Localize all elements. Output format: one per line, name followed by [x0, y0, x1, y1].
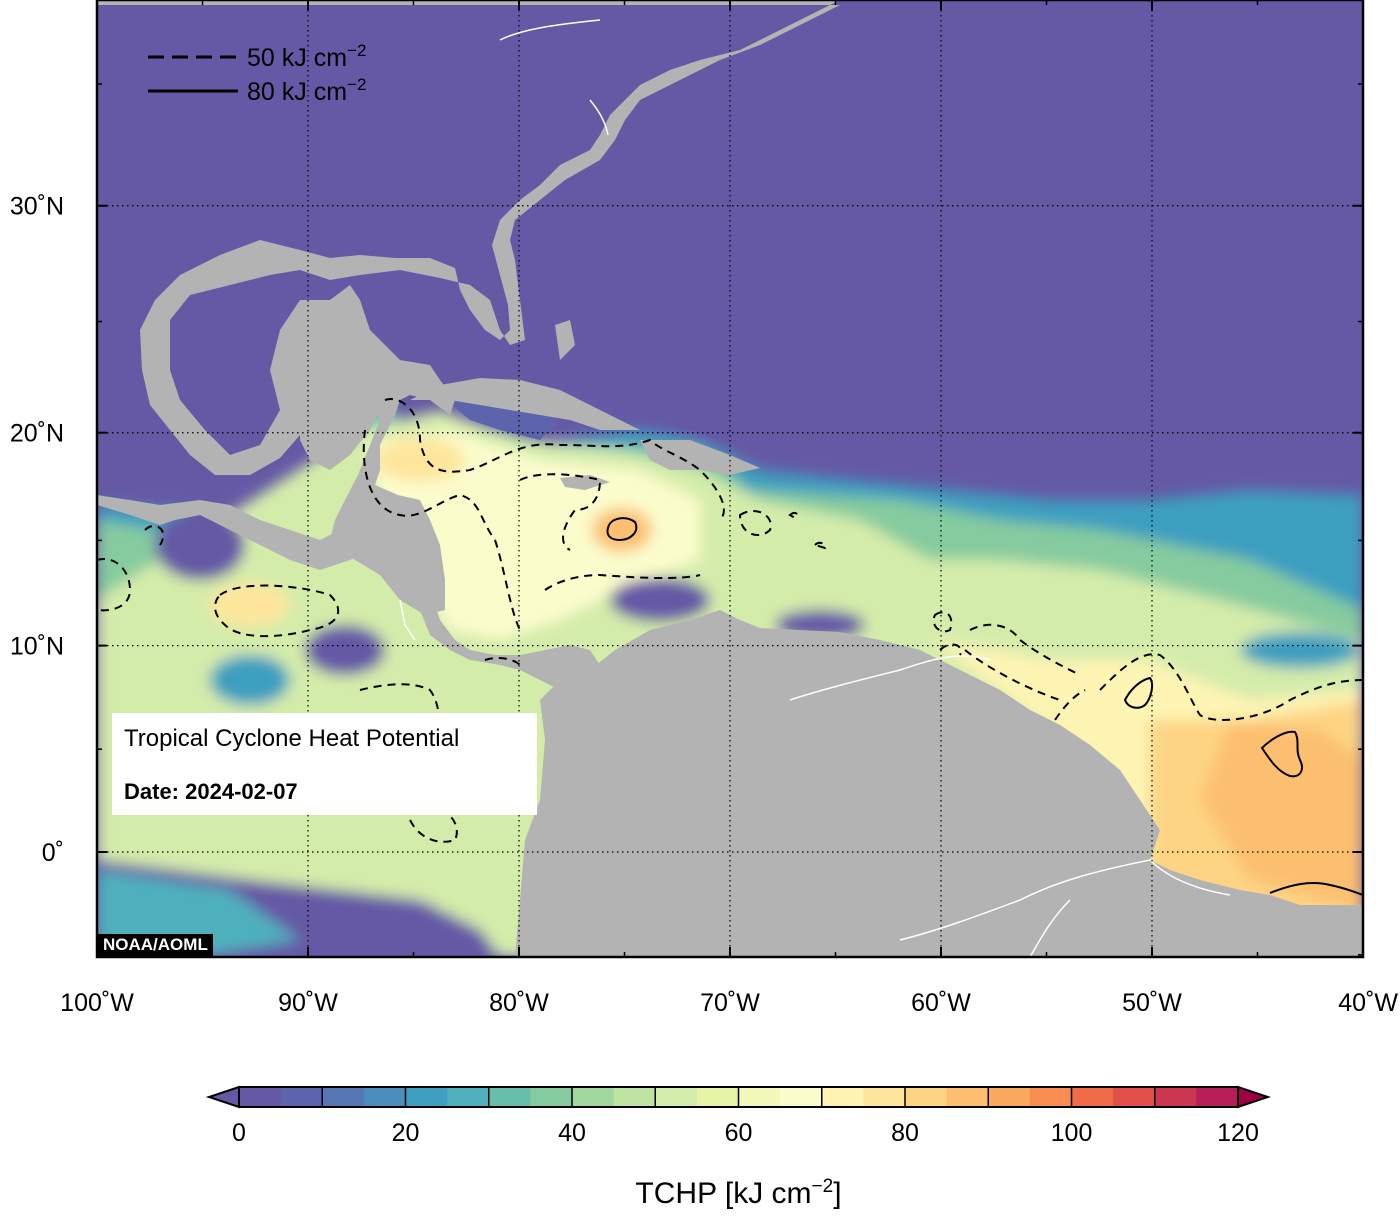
- colorbar-segment: [530, 1087, 573, 1107]
- colorbar-tick-label: 0: [232, 1119, 246, 1147]
- colorbar-segment: [988, 1087, 1031, 1107]
- colorbar-segment: [655, 1087, 698, 1107]
- colorbar-over-arrow: [1237, 1085, 1272, 1109]
- contour-80: [606, 517, 1363, 896]
- colorbar-segment: [363, 1087, 407, 1107]
- colorbar-tick-label: 40: [558, 1119, 586, 1147]
- legend-label-50: 50 kJ cm−2: [247, 41, 366, 72]
- colorbar-segment: [738, 1087, 781, 1107]
- colorbar-segment: [1154, 1087, 1197, 1107]
- axis-ticks: 40˚N30˚N20˚N10˚N0˚100˚W90˚W80˚W70˚W60˚W5…: [10, 0, 1398, 1017]
- colorbar-segment: [322, 1087, 365, 1107]
- tchp-contours: [97, 398, 1363, 896]
- lon-tick-label: 80˚W: [489, 989, 549, 1017]
- lon-tick-label: 50˚W: [1122, 989, 1182, 1017]
- colorbar-tick-label: 100: [1051, 1119, 1093, 1147]
- colorbar-segment: [572, 1087, 615, 1107]
- colorbar-title: TCHP [kJ cm−2]: [0, 1176, 1400, 1211]
- lat-tick-label: 30˚N: [10, 193, 64, 221]
- credit-badge: NOAA/AOML: [98, 934, 213, 956]
- lat-tick-label: 10˚N: [10, 633, 64, 661]
- lon-tick-label: 100˚W: [60, 989, 134, 1017]
- colorbar-tick-label: 120: [1217, 1119, 1259, 1147]
- land: [97, 0, 1363, 957]
- colorbar-title-end: ]: [833, 1177, 842, 1210]
- colorbar-title-sup: −2: [811, 1176, 834, 1197]
- colorbar-segment: [1029, 1087, 1073, 1107]
- colorbar-segment: [946, 1087, 989, 1107]
- colorbar-tick-label: 20: [392, 1119, 420, 1147]
- cuba-land: [410, 378, 640, 430]
- lon-tick-label: 40˚W: [1338, 989, 1398, 1017]
- lon-tick-label: 60˚W: [911, 989, 971, 1017]
- gridlines: [97, 0, 1363, 957]
- map-area: [97, 0, 1363, 957]
- jamaica-land: [560, 475, 610, 490]
- rivers-lakes: [399, 19, 1231, 957]
- lon-tick-label: 70˚W: [700, 989, 760, 1017]
- colorbar-segment: [905, 1087, 948, 1107]
- contour-legend: 50 kJ cm−2 80 kJ cm−2: [148, 41, 366, 106]
- map-title: Tropical Cyclone Heat Potential: [124, 725, 460, 752]
- lat-tick-label: 0˚: [42, 839, 64, 867]
- colorbar-segment: [239, 1087, 282, 1107]
- colorbar-segment: [1113, 1087, 1156, 1107]
- colorbar: 0 20 40 60 80 100 120: [205, 1085, 1272, 1147]
- colorbar-title-text: TCHP [kJ cm: [635, 1177, 812, 1210]
- colorbar-segment: [1196, 1087, 1239, 1107]
- colorbar-segment: [821, 1087, 864, 1107]
- colorbar-segment: [405, 1087, 448, 1107]
- colorbar-segment: [447, 1087, 490, 1107]
- colorbar-segment: [488, 1087, 531, 1107]
- colorbar-segment: [1071, 1087, 1114, 1107]
- colorbar-under-arrow: [205, 1085, 240, 1109]
- info-box: Tropical Cyclone Heat Potential Date: 20…: [112, 713, 537, 815]
- central-america-land: [97, 495, 600, 700]
- contour-50: [97, 398, 1363, 843]
- colorbar-tick-label: 60: [725, 1119, 753, 1147]
- lon-tick-label: 90˚W: [278, 989, 338, 1017]
- south-america-land: [515, 610, 1363, 957]
- bahamas-land: [555, 320, 575, 360]
- colorbar-segment: [280, 1087, 323, 1107]
- lat-tick-label: 20˚N: [10, 420, 64, 448]
- colorbar-segment: [613, 1087, 656, 1107]
- colorbar-tick-label: 80: [891, 1119, 919, 1147]
- colorbar-segment: [780, 1087, 823, 1107]
- colorbar-segment: [696, 1087, 740, 1107]
- map-date: Date: 2024-02-07: [124, 779, 298, 804]
- legend-label-80: 80 kJ cm−2: [247, 75, 366, 106]
- colorbar-segment: [863, 1087, 906, 1107]
